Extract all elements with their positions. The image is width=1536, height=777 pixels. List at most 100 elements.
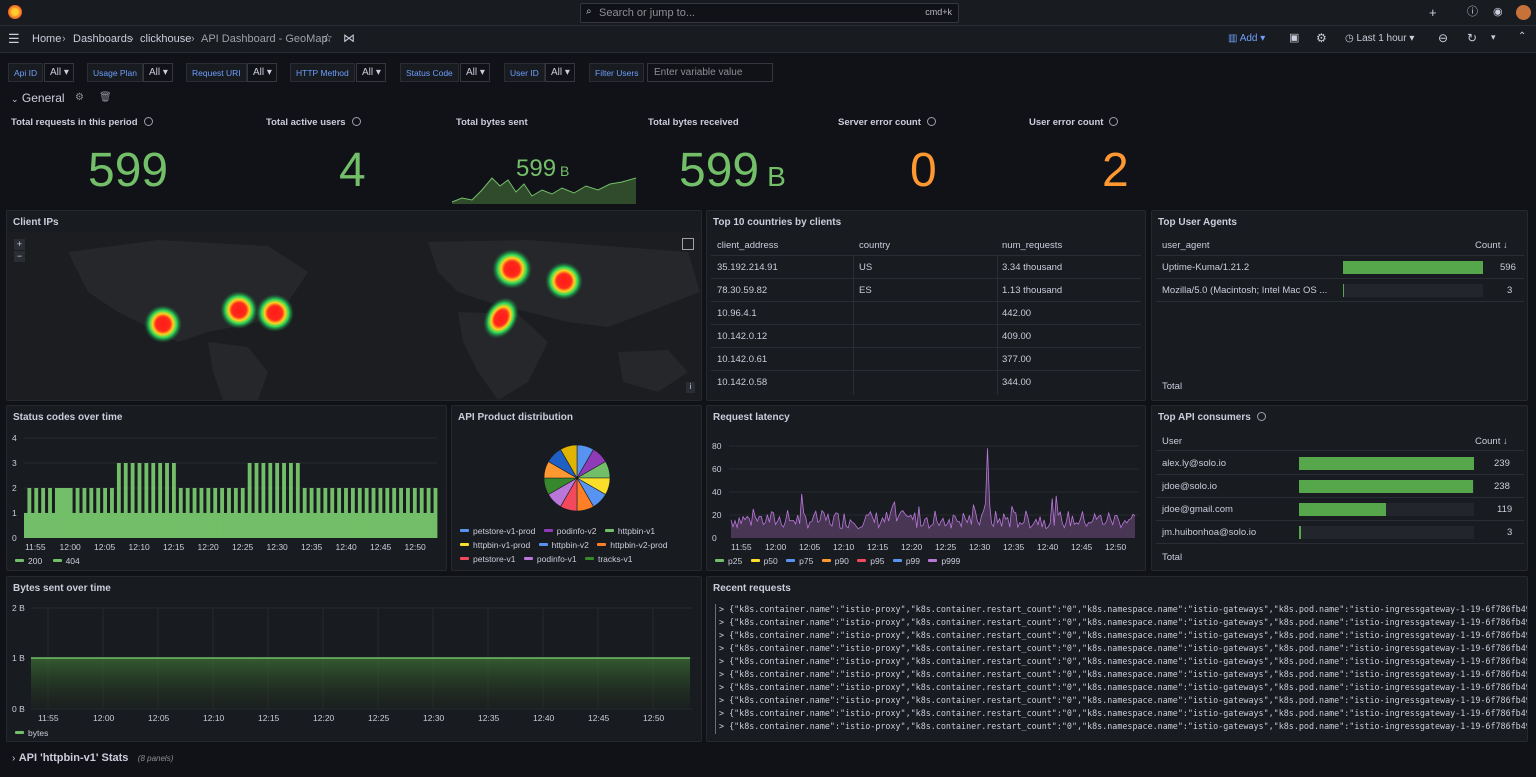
chevron-right-icon[interactable]: > (719, 708, 730, 718)
avatar[interactable] (1516, 5, 1531, 20)
stat-panel-total-requests[interactable]: Total requests in this period 599 (6, 112, 258, 206)
row-settings-icon[interactable]: ⚙ (75, 92, 84, 103)
chevron-right-icon[interactable]: > (719, 604, 730, 614)
breadcrumb-home[interactable]: Home (32, 33, 62, 45)
legend-item[interactable]: p90 (821, 556, 849, 566)
breadcrumb-folder[interactable]: clickhouse (140, 33, 192, 45)
info-icon[interactable] (926, 117, 936, 126)
legend-item[interactable]: podinfo-v1 (523, 554, 577, 564)
zoom-out-icon[interactable]: ⊖ (1438, 31, 1449, 45)
panel-client-ips[interactable]: Client IPs + − (6, 210, 702, 401)
zoom-in-button[interactable]: + (14, 239, 25, 250)
var-select-request-uri[interactable]: All ▾ (247, 63, 277, 82)
row-toggle-httpbin-stats[interactable]: › API 'httpbin-v1' Stats (8 panels) (12, 752, 174, 764)
legend-item[interactable]: p95 (857, 556, 884, 566)
chevron-right-icon[interactable]: > (719, 721, 730, 731)
menu-icon[interactable]: ☰ (8, 31, 20, 46)
legend-item[interactable]: bytes (15, 728, 48, 738)
chevron-right-icon[interactable]: > (719, 656, 730, 666)
log-row[interactable]: > {"k8s.container.name":"istio-proxy","k… (715, 669, 1527, 682)
var-select-status-code[interactable]: All ▾ (460, 63, 490, 82)
legend-item[interactable]: p999 (928, 556, 960, 566)
pie-slice[interactable] (560, 444, 578, 480)
column-header[interactable]: country (859, 240, 891, 251)
help-icon[interactable]: ⓘ (1467, 6, 1478, 18)
row-delete-icon[interactable]: 🗑 (99, 92, 112, 103)
legend-item[interactable]: petstore-v1 (460, 554, 516, 564)
var-select-api-id[interactable]: All ▾ (44, 63, 74, 82)
info-icon[interactable] (351, 117, 361, 126)
legend-item[interactable]: podinfo-v2 (543, 526, 596, 536)
chevron-right-icon[interactable]: > (719, 669, 730, 679)
zoom-out-button[interactable]: − (14, 251, 25, 262)
legend-item[interactable]: p50 (750, 556, 778, 566)
panel-top-user-agents[interactable]: Top User Agents user_agent Count ↓ Uptim… (1151, 210, 1528, 401)
chevron-right-icon[interactable]: > (719, 682, 730, 692)
legend-item[interactable]: p99 (892, 556, 920, 566)
grafana-logo-icon[interactable] (8, 5, 22, 19)
log-row[interactable]: > {"k8s.container.name":"istio-proxy","k… (715, 721, 1527, 734)
panel-recent-requests[interactable]: Recent requests > {"k8s.container.name":… (706, 576, 1528, 742)
news-icon[interactable]: ◉ (1493, 6, 1503, 18)
var-select-usage-plan[interactable]: All ▾ (143, 63, 173, 82)
map-info-icon[interactable]: i (686, 382, 695, 393)
panel-api-product[interactable]: API Product distribution petstore-v1-pro… (451, 405, 702, 571)
log-row[interactable]: > {"k8s.container.name":"istio-proxy","k… (715, 695, 1527, 708)
breadcrumb-dashboards[interactable]: Dashboards (73, 33, 133, 45)
log-row[interactable]: > {"k8s.container.name":"istio-proxy","k… (715, 643, 1527, 656)
legend-item[interactable]: tracks-v1 (584, 554, 632, 564)
log-row[interactable]: > {"k8s.container.name":"istio-proxy","k… (715, 708, 1527, 721)
info-icon[interactable] (1256, 412, 1266, 421)
stat-panel-server-errors[interactable]: Server error count 0 (832, 112, 1020, 206)
legend-item[interactable]: httpbin-v2-prod (597, 540, 667, 550)
log-row[interactable]: > {"k8s.container.name":"istio-proxy","k… (715, 630, 1527, 643)
save-icon[interactable]: ▣ (1289, 32, 1300, 44)
chevron-right-icon[interactable]: > (719, 630, 730, 640)
legend-item[interactable]: p75 (786, 556, 813, 566)
column-header[interactable]: num_requests (1002, 240, 1063, 251)
chevron-right-icon[interactable]: > (719, 643, 730, 653)
legend-item[interactable]: httpbin-v2 (538, 540, 589, 550)
column-header[interactable]: user_agent (1162, 240, 1210, 251)
legend-item[interactable]: 200 (15, 556, 42, 566)
column-header[interactable]: Count ↓ (1475, 240, 1508, 251)
legend-item[interactable]: 404 (52, 556, 80, 566)
column-header[interactable]: User (1162, 436, 1183, 447)
layers-icon[interactable] (682, 238, 694, 250)
panel-request-latency[interactable]: Request latency 80 60 40 20 0 11:55 12:00… (706, 405, 1146, 571)
stat-panel-bytes-received[interactable]: Total bytes received 599 B (642, 112, 830, 206)
panel-top-countries[interactable]: Top 10 countries by clients client_addre… (706, 210, 1146, 401)
info-icon[interactable] (1109, 117, 1119, 126)
legend-item[interactable]: httpbin-v1 (604, 526, 655, 536)
stat-panel-user-errors[interactable]: User error count 2 (1023, 112, 1211, 206)
geo-map[interactable]: + − i (8, 232, 700, 400)
var-select-user-id[interactable]: All ▾ (545, 63, 575, 82)
gear-icon[interactable]: ⚙ (1316, 31, 1327, 45)
log-row[interactable]: > {"k8s.container.name":"istio-proxy","k… (715, 617, 1527, 630)
log-row[interactable]: > {"k8s.container.name":"istio-proxy","k… (715, 682, 1527, 695)
chevron-right-icon[interactable]: > (719, 695, 730, 705)
filter-users-input[interactable]: Enter variable value (647, 63, 773, 82)
chevron-down-icon[interactable]: ▾ (1491, 32, 1496, 42)
legend-item[interactable]: httpbin-v1-prod (460, 540, 530, 550)
column-header[interactable]: client_address (717, 240, 779, 251)
add-button[interactable]: ▥ Add ▾ (1228, 33, 1266, 44)
log-row[interactable]: > {"k8s.container.name":"istio-proxy","k… (715, 656, 1527, 669)
refresh-icon[interactable]: ↻ (1467, 31, 1478, 45)
time-range-picker[interactable]: ◷ Last 1 hour ▾ (1345, 33, 1415, 44)
column-header[interactable]: Count ↓ (1475, 436, 1508, 447)
star-icon[interactable]: ☆ (322, 31, 333, 45)
row-toggle-general[interactable]: ⌄ General (11, 91, 65, 105)
share-icon[interactable]: ⋈ (343, 31, 355, 45)
panel-bytes-sent-over-time[interactable]: Bytes sent over time 2 B 1 B 0 B 11:55 12… (6, 576, 702, 742)
legend-item[interactable]: p25 (715, 556, 742, 566)
stat-panel-active-users[interactable]: Total active users 4 (260, 112, 448, 206)
legend-item[interactable]: petstore-v1-prod (460, 526, 535, 536)
info-icon[interactable] (143, 117, 153, 126)
collapse-icon[interactable]: ⌃ (1518, 31, 1527, 42)
search-input[interactable]: ⌕ Search or jump to... cmd+k (580, 3, 959, 23)
var-select-http-method[interactable]: All ▾ (356, 63, 386, 82)
plus-icon[interactable]: + (1429, 5, 1437, 20)
panel-status-codes[interactable]: Status codes over time 4 3 2 1 0 11:55 12… (6, 405, 447, 571)
log-row[interactable]: > {"k8s.container.name":"istio-proxy","k… (715, 604, 1527, 617)
